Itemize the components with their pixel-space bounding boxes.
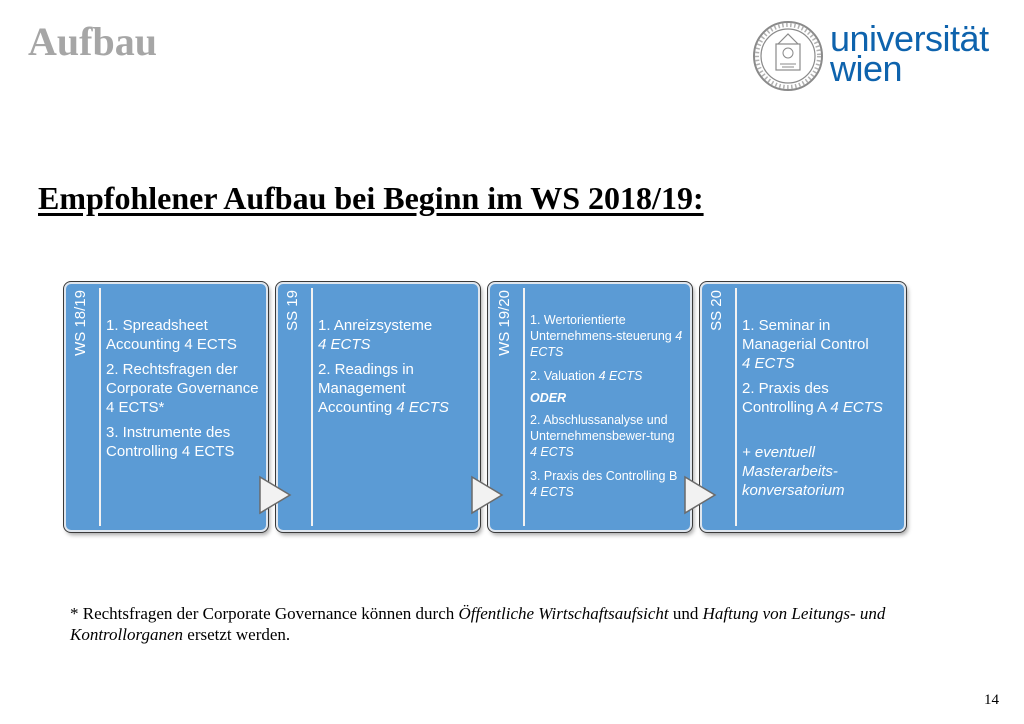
semester-card-ws1819: WS 18/19 1. Spreadsheet Accounting 4 ECT… [64, 282, 268, 532]
thesis-seminar-note: + eventuell Masterarbeits-konversatorium [742, 444, 845, 499]
chevron-right-icon [684, 475, 717, 515]
slide-title: Aufbau [28, 19, 157, 64]
semester-label: WS 19/20 [496, 290, 513, 356]
semester-card-ss19: SS 19 1. Anreizsysteme 4 ECTS 2. Reading… [276, 282, 480, 532]
divider-line [99, 288, 101, 526]
or-label: ODER [530, 391, 567, 405]
course-item: 1. Anreizsysteme 4 ECTS [318, 317, 433, 353]
ects-label: 4 ECTS [396, 399, 449, 416]
logo-line-2: wien [830, 48, 903, 89]
semester-content: 1. Wertorientierte Unternehmens-steuerun… [530, 312, 684, 530]
semester-content: 1. Spreadsheet Accounting 4 ECTS 2. Rech… [106, 316, 260, 530]
footnote: * Rechtsfragen der Corporate Governance … [70, 604, 886, 644]
semester-label: SS 20 [708, 290, 725, 331]
ects-label: 4 ECTS [598, 369, 643, 383]
ects-label: 4 ECTS [530, 485, 574, 499]
page-number: 14 [984, 692, 999, 708]
chevron-right-icon [471, 475, 504, 515]
section-heading: Empfohlener Aufbau bei Beginn im WS 2018… [38, 180, 704, 216]
course-item: 3. Instrumente des Controlling 4 ECTS [106, 424, 235, 460]
course-item: 2. Readings in Management Accounting 4 E… [318, 361, 449, 416]
ects-label: 4 ECTS [830, 399, 883, 416]
ects-label: 4 ECTS [742, 355, 795, 372]
course-item: 3. Praxis des Controlling B 4 ECTS [530, 469, 678, 499]
semester-card-ss20: SS 20 1. Seminar in Managerial Control 4… [700, 282, 906, 532]
ects-label: 4 ECTS [530, 445, 574, 459]
course-item: 2. Praxis des Controlling A 4 ECTS [742, 380, 883, 416]
course-item: 2. Rechtsfragen der Corporate Governance… [106, 361, 259, 416]
university-seal-icon [753, 21, 823, 91]
semester-content: 1. Seminar in Managerial Control 4 ECTS … [742, 316, 898, 530]
chevron-right-icon [259, 475, 292, 515]
course-item: 1. Wertorientierte Unternehmens-steuerun… [530, 313, 683, 359]
course-item: 1. Spreadsheet Accounting 4 ECTS [106, 317, 237, 353]
university-logo: universität wien [752, 20, 1012, 92]
semester-label: SS 19 [284, 290, 301, 331]
semester-card-ws1920: WS 19/20 1. Wertorientierte Unternehmens… [488, 282, 692, 532]
semester-content: 1. Anreizsysteme 4 ECTS 2. Readings in M… [318, 316, 472, 530]
semester-label: WS 18/19 [72, 290, 89, 356]
ects-label: 4 ECTS [318, 336, 371, 353]
course-item: 2. Abschlussanalyse und Unternehmensbewe… [530, 413, 675, 459]
divider-line [735, 288, 737, 526]
divider-line [523, 288, 525, 526]
divider-line [311, 288, 313, 526]
course-item: 2. Valuation 4 ECTS [530, 369, 643, 383]
course-item: 1. Seminar in Managerial Control 4 ECTS [742, 317, 869, 372]
university-wordmark: universität wien [830, 18, 989, 89]
ects-label: 4 ECTS [530, 329, 683, 359]
logo-line-1: universität [830, 18, 989, 59]
